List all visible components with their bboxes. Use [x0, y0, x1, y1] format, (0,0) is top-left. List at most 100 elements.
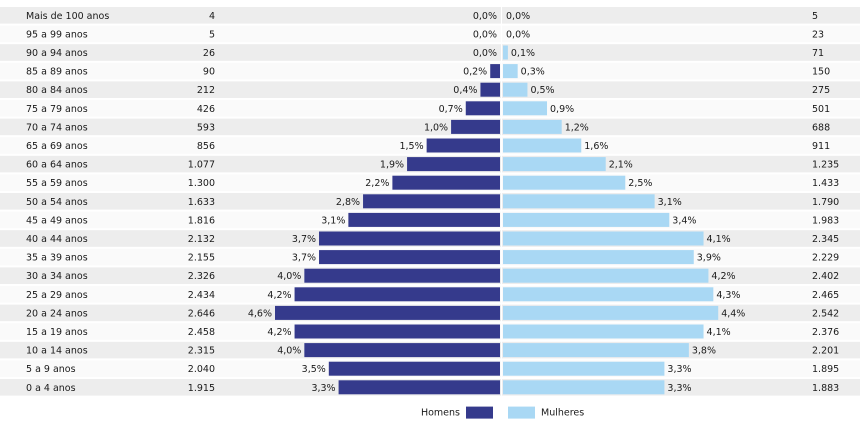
age-label: 20 a 24 anos	[26, 308, 88, 319]
male-bar-label: 1,9%	[380, 160, 404, 171]
male-bar	[451, 119, 500, 134]
female-bar	[503, 45, 508, 60]
female-count: 2.542	[812, 308, 839, 319]
female-bar	[503, 82, 528, 97]
age-label: 5 a 9 anos	[26, 364, 76, 375]
male-count: 426	[197, 104, 215, 115]
female-bar	[503, 380, 665, 395]
male-bar-label: 2,8%	[336, 197, 360, 208]
row-band	[0, 44, 860, 61]
male-bar-label: 3,5%	[302, 364, 326, 375]
male-count: 1.077	[188, 160, 215, 171]
female-bar	[503, 212, 670, 227]
row-band	[0, 25, 860, 43]
female-count: 1.433	[812, 178, 839, 189]
male-bar	[328, 361, 500, 376]
legend-label-female: Mulheres	[541, 408, 584, 419]
male-bar	[338, 380, 500, 395]
male-bar	[319, 250, 500, 265]
male-bar-label: 4,2%	[267, 327, 291, 338]
male-bar	[275, 305, 500, 320]
female-bar-label: 4,1%	[707, 327, 731, 338]
female-bar-label: 4,1%	[707, 234, 731, 245]
female-bar-label: 2,5%	[628, 178, 652, 189]
female-count: 2.201	[812, 346, 839, 357]
female-count: 2.465	[812, 290, 839, 301]
female-count: 911	[812, 141, 830, 152]
male-bar	[319, 231, 500, 246]
female-count: 1.895	[812, 364, 839, 375]
age-label: 80 a 84 anos	[26, 85, 88, 96]
female-bar-label: 3,9%	[697, 253, 721, 264]
age-label: 35 a 39 anos	[26, 253, 88, 264]
female-bar	[503, 138, 582, 153]
age-label: 30 a 34 anos	[26, 271, 88, 282]
female-bar	[503, 175, 626, 190]
male-count: 90	[203, 67, 215, 78]
male-bar-label: 0,7%	[439, 104, 463, 115]
age-label: 70 a 74 anos	[26, 122, 88, 133]
row-band	[0, 100, 860, 117]
age-label: 95 a 99 anos	[26, 29, 88, 40]
female-bar-label: 2,1%	[609, 160, 633, 171]
female-bar-label: 0,1%	[511, 48, 535, 59]
male-bar-label: 2,2%	[365, 178, 389, 189]
female-bar-label: 3,3%	[667, 364, 691, 375]
female-bar	[503, 64, 518, 79]
male-count: 1.300	[188, 178, 215, 189]
female-bar	[503, 305, 719, 320]
male-count: 212	[197, 85, 215, 96]
male-count: 2.646	[188, 308, 215, 319]
female-count: 5	[812, 11, 818, 22]
female-bar-label: 3,4%	[672, 215, 696, 226]
female-bar-label: 0,0%	[506, 29, 530, 40]
age-label: 55 a 59 anos	[26, 178, 88, 189]
male-bar	[348, 212, 500, 227]
female-count: 71	[812, 48, 824, 59]
female-count: 1.790	[812, 197, 839, 208]
female-bar-label: 0,0%	[506, 11, 530, 22]
female-count: 2.402	[812, 271, 839, 282]
male-bar-label: 4,0%	[277, 346, 301, 357]
legend-swatch-female	[508, 406, 535, 419]
age-label: 45 a 49 anos	[26, 215, 88, 226]
male-bar	[490, 64, 500, 79]
male-count: 5	[209, 29, 215, 40]
female-bar-label: 1,2%	[565, 122, 589, 133]
age-label: 0 a 4 anos	[26, 383, 76, 394]
age-label: 10 a 14 anos	[26, 346, 88, 357]
male-bar	[294, 287, 500, 302]
female-count: 1.983	[812, 215, 839, 226]
female-bar	[503, 231, 704, 246]
female-bar	[503, 101, 548, 116]
male-bar-label: 3,7%	[292, 234, 316, 245]
female-count: 2.376	[812, 327, 839, 338]
age-label: 65 a 69 anos	[26, 141, 88, 152]
female-bar	[503, 361, 665, 376]
row-band	[0, 81, 860, 98]
male-bar	[304, 268, 500, 283]
male-bar-label: 0,0%	[473, 29, 497, 40]
male-bar-label: 0,0%	[473, 11, 497, 22]
female-bar	[503, 324, 704, 339]
legend-swatch-male	[466, 406, 493, 419]
age-label: Mais de 100 anos	[26, 11, 109, 22]
male-bar	[426, 138, 500, 153]
male-bar	[363, 194, 500, 209]
legend-label-male: Homens	[421, 408, 460, 419]
male-count: 2.434	[188, 290, 215, 301]
female-bar	[503, 119, 562, 134]
age-label: 75 a 79 anos	[26, 104, 88, 115]
male-count: 2.315	[188, 346, 215, 357]
male-count: 2.132	[188, 234, 215, 245]
male-bar-label: 0,2%	[463, 67, 487, 78]
male-bar-label: 4,2%	[267, 290, 291, 301]
female-bar-label: 1,6%	[584, 141, 608, 152]
male-bar	[480, 82, 500, 97]
male-bar	[304, 343, 500, 358]
male-count: 1.633	[188, 197, 215, 208]
male-bar-label: 0,4%	[453, 85, 477, 96]
female-bar	[503, 343, 689, 358]
female-bar-label: 4,2%	[711, 271, 735, 282]
